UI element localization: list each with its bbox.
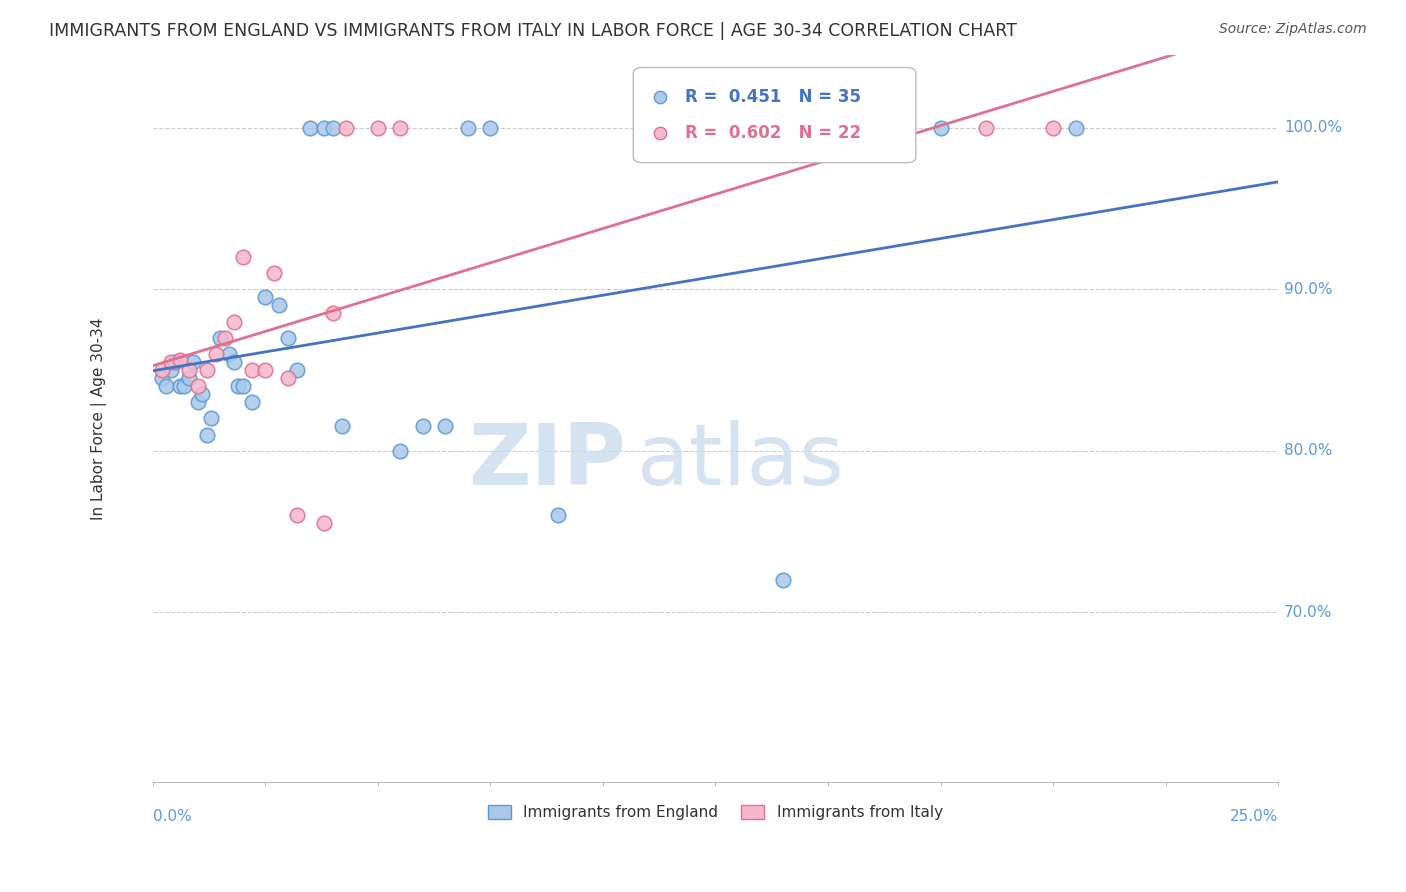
Text: In Labor Force | Age 30-34: In Labor Force | Age 30-34: [90, 318, 107, 520]
Point: [173, 379, 195, 393]
Point: [322, 120, 344, 135]
Text: 90.0%: 90.0%: [1284, 282, 1333, 297]
Point: [209, 331, 232, 345]
Text: R =  0.602   N = 22: R = 0.602 N = 22: [685, 124, 862, 142]
Point: [232, 379, 254, 393]
Legend: Immigrants from England, Immigrants from Italy: Immigrants from England, Immigrants from…: [482, 799, 949, 826]
Point: [195, 427, 218, 442]
Point: [299, 120, 322, 135]
Point: [159, 363, 181, 377]
Point: [389, 443, 412, 458]
Point: [335, 120, 357, 135]
Point: [169, 353, 191, 368]
Point: [285, 508, 308, 523]
Point: [226, 379, 249, 393]
Point: [232, 250, 254, 264]
Point: [218, 347, 240, 361]
Point: [240, 395, 263, 409]
Point: [195, 363, 218, 377]
Point: [187, 379, 209, 393]
Text: Source: ZipAtlas.com: Source: ZipAtlas.com: [1219, 22, 1367, 37]
Point: [312, 516, 335, 531]
Point: [547, 508, 569, 523]
Point: [240, 363, 263, 377]
Point: [165, 355, 187, 369]
Point: [267, 298, 290, 312]
Point: [929, 120, 952, 135]
Point: [263, 266, 285, 280]
Point: [974, 120, 997, 135]
Point: [479, 120, 502, 135]
Point: [155, 379, 177, 393]
Point: [312, 120, 335, 135]
Text: ZIP: ZIP: [468, 420, 626, 503]
Point: [434, 419, 457, 434]
Point: [222, 355, 245, 369]
Text: R =  0.451   N = 35: R = 0.451 N = 35: [685, 87, 860, 105]
Point: [177, 363, 200, 377]
Point: [457, 120, 479, 135]
Text: 25.0%: 25.0%: [1230, 809, 1278, 824]
Point: [191, 387, 214, 401]
Point: [367, 120, 389, 135]
FancyBboxPatch shape: [633, 68, 915, 162]
Point: [389, 120, 412, 135]
Point: [181, 355, 204, 369]
Point: [150, 371, 173, 385]
Point: [177, 371, 200, 385]
Text: atlas: atlas: [637, 420, 845, 503]
Point: [204, 347, 226, 361]
Point: [322, 306, 344, 320]
Point: [187, 395, 209, 409]
Point: [772, 573, 794, 587]
Text: IMMIGRANTS FROM ENGLAND VS IMMIGRANTS FROM ITALY IN LABOR FORCE | AGE 30-34 CORR: IMMIGRANTS FROM ENGLAND VS IMMIGRANTS FR…: [49, 22, 1017, 40]
Point: [222, 314, 245, 328]
Point: [254, 363, 277, 377]
Text: 0.0%: 0.0%: [153, 809, 191, 824]
Point: [159, 355, 181, 369]
Point: [412, 419, 434, 434]
Text: 70.0%: 70.0%: [1284, 605, 1333, 620]
Point: [169, 379, 191, 393]
Point: [330, 419, 353, 434]
Point: [277, 331, 299, 345]
Point: [254, 290, 277, 304]
Point: [285, 363, 308, 377]
Text: 80.0%: 80.0%: [1284, 443, 1333, 458]
Point: [1042, 120, 1064, 135]
Point: [277, 371, 299, 385]
Text: 100.0%: 100.0%: [1284, 120, 1341, 136]
Point: [150, 363, 173, 377]
Point: [200, 411, 222, 425]
Point: [1064, 120, 1087, 135]
Point: [214, 331, 236, 345]
